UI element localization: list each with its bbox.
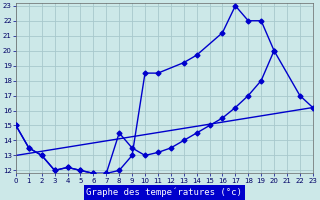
X-axis label: Graphe des températures (°c): Graphe des températures (°c) — [86, 188, 242, 197]
